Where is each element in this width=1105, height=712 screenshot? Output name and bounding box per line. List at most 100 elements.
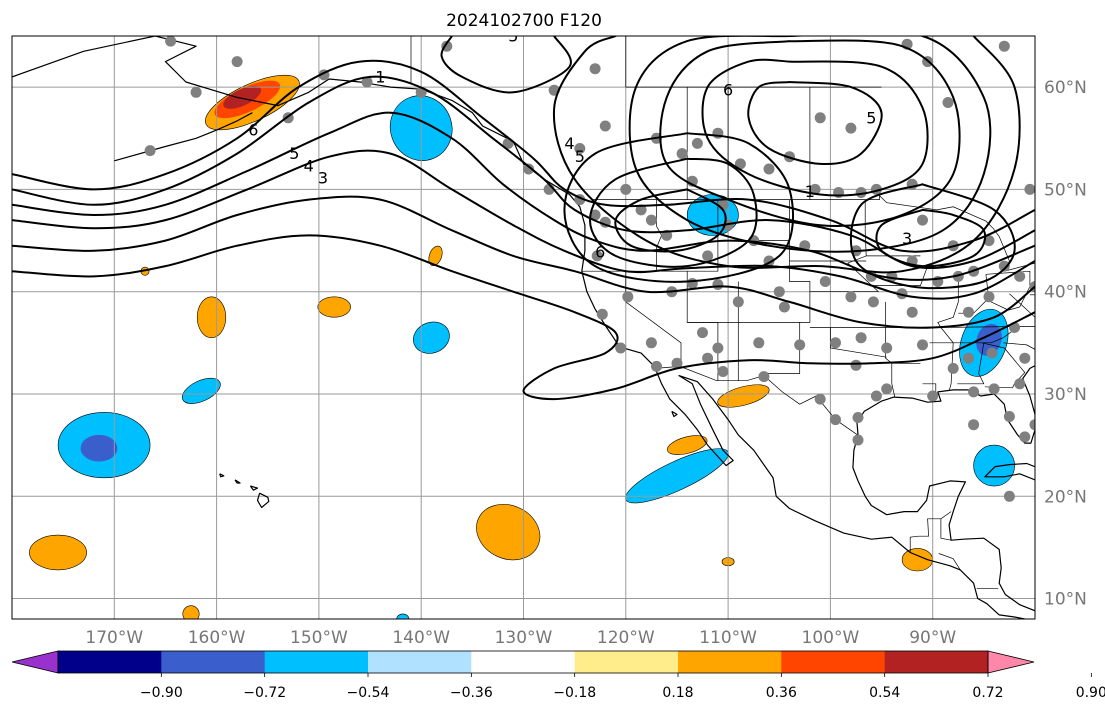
station-dot [998, 40, 1010, 52]
contour-label: 6 [595, 242, 605, 261]
latitude-tick-label: 30°N [1044, 385, 1087, 405]
negative-anomaly-area [973, 444, 1015, 487]
contour-line [628, 36, 992, 253]
station-dot [591, 250, 603, 262]
height-contours [12, 36, 1035, 401]
positive-anomaly-area [182, 605, 200, 619]
station-dot [712, 342, 724, 354]
negative-anomaly-area [413, 321, 450, 354]
station-dot [1003, 411, 1015, 422]
station-dot [927, 390, 939, 402]
map-title: 2024102700 F120 [446, 11, 602, 31]
station-dot [691, 137, 703, 149]
positive-anomaly-area [196, 296, 227, 339]
contour-label: 5 [575, 147, 585, 166]
colorbar-tick-label: 0.90 [1076, 685, 1105, 701]
positive-anomaly-area [317, 296, 351, 318]
coastline [234, 479, 241, 484]
coastline [114, 112, 253, 162]
station-dot [589, 63, 601, 75]
latitude-tick-labels: 60°N 50°N 40°N 30°N 20°N 10°N [1044, 78, 1087, 609]
station-dot [852, 434, 864, 446]
station-dot [1014, 270, 1026, 282]
colorbar-tick-label: −0.72 [243, 685, 286, 701]
contour-line [440, 36, 572, 94]
colorbar-segment [884, 651, 989, 673]
station-dot [814, 393, 826, 405]
contour-line [875, 208, 987, 268]
contour-label: 5 [289, 144, 299, 163]
border-line [625, 271, 682, 367]
colorbar-tick-label: −0.90 [140, 685, 183, 701]
station-dot [855, 332, 867, 344]
station-dot [963, 352, 974, 364]
station-dot [596, 308, 608, 320]
contour-line [12, 111, 1035, 281]
longitude-tick-label: 90°W [909, 628, 956, 648]
colorbar-segment [368, 651, 472, 673]
border-line [830, 327, 887, 358]
colorbar-tick-label: 0.36 [766, 685, 797, 701]
colorbar-tick-label: −0.54 [347, 685, 390, 701]
positive-anomaly-area [223, 85, 262, 109]
station-dot [1019, 431, 1031, 443]
border-line [873, 265, 928, 286]
contour-label: 5 [508, 27, 518, 46]
contour-label: 3 [902, 229, 912, 248]
colorbar-tick-label: 0.72 [972, 685, 1003, 701]
station-dot [1014, 378, 1026, 390]
contour-line [614, 188, 727, 253]
latitude-tick-label: 10°N [1044, 590, 1087, 610]
positive-anomaly-area [717, 384, 770, 408]
contour-label: 3 [318, 169, 328, 188]
station-dot [1019, 352, 1031, 364]
station-dot [850, 359, 862, 371]
longitude-tick-label: 140°W [392, 628, 450, 648]
station-dot [917, 214, 928, 226]
station-dot [589, 209, 601, 221]
political-borders [410, 36, 1035, 589]
negative-anomaly-area [80, 434, 118, 462]
station-dot [753, 337, 765, 349]
latitude-tick-label: 60°N [1044, 78, 1087, 98]
station-dot [190, 86, 202, 98]
longitude-tick-label: 130°W [495, 628, 553, 648]
positive-anomaly-area [29, 534, 87, 571]
contour-label: 5 [866, 108, 876, 127]
station-dot [615, 342, 627, 354]
colorbar-segment [161, 651, 266, 673]
station-dot [852, 412, 864, 423]
latitude-tick-label: 20°N [1044, 487, 1087, 507]
station-dot [622, 291, 634, 303]
station-dot [620, 183, 632, 195]
contour-label: 6 [723, 81, 733, 100]
coastline [984, 462, 1035, 481]
negative-anomaly-area [181, 377, 221, 404]
longitude-tick-label: 170°W [85, 628, 143, 648]
contour-line [12, 75, 1035, 269]
station-dot [1003, 490, 1015, 502]
station-dot [671, 357, 683, 369]
contour-line [12, 59, 1035, 253]
longitude-tick-label: 120°W [597, 628, 655, 648]
station-dot [998, 260, 1010, 272]
colorbar-tick-label: −0.36 [450, 685, 493, 701]
station-dot [870, 390, 882, 402]
border-line [655, 366, 860, 437]
coastline [249, 485, 259, 491]
colorbar-segment [58, 651, 162, 673]
colorbar-segment [471, 651, 576, 673]
contour-line [563, 132, 794, 283]
station-dot [986, 347, 998, 359]
station-dot [983, 291, 995, 303]
coastline [12, 36, 1025, 619]
station-dot [830, 337, 841, 349]
station-dot [947, 362, 959, 374]
station-dot [732, 296, 744, 308]
station-dot [814, 112, 826, 124]
colorbar-segment [781, 651, 886, 673]
station-dot [717, 366, 729, 377]
station-dot [845, 122, 857, 134]
